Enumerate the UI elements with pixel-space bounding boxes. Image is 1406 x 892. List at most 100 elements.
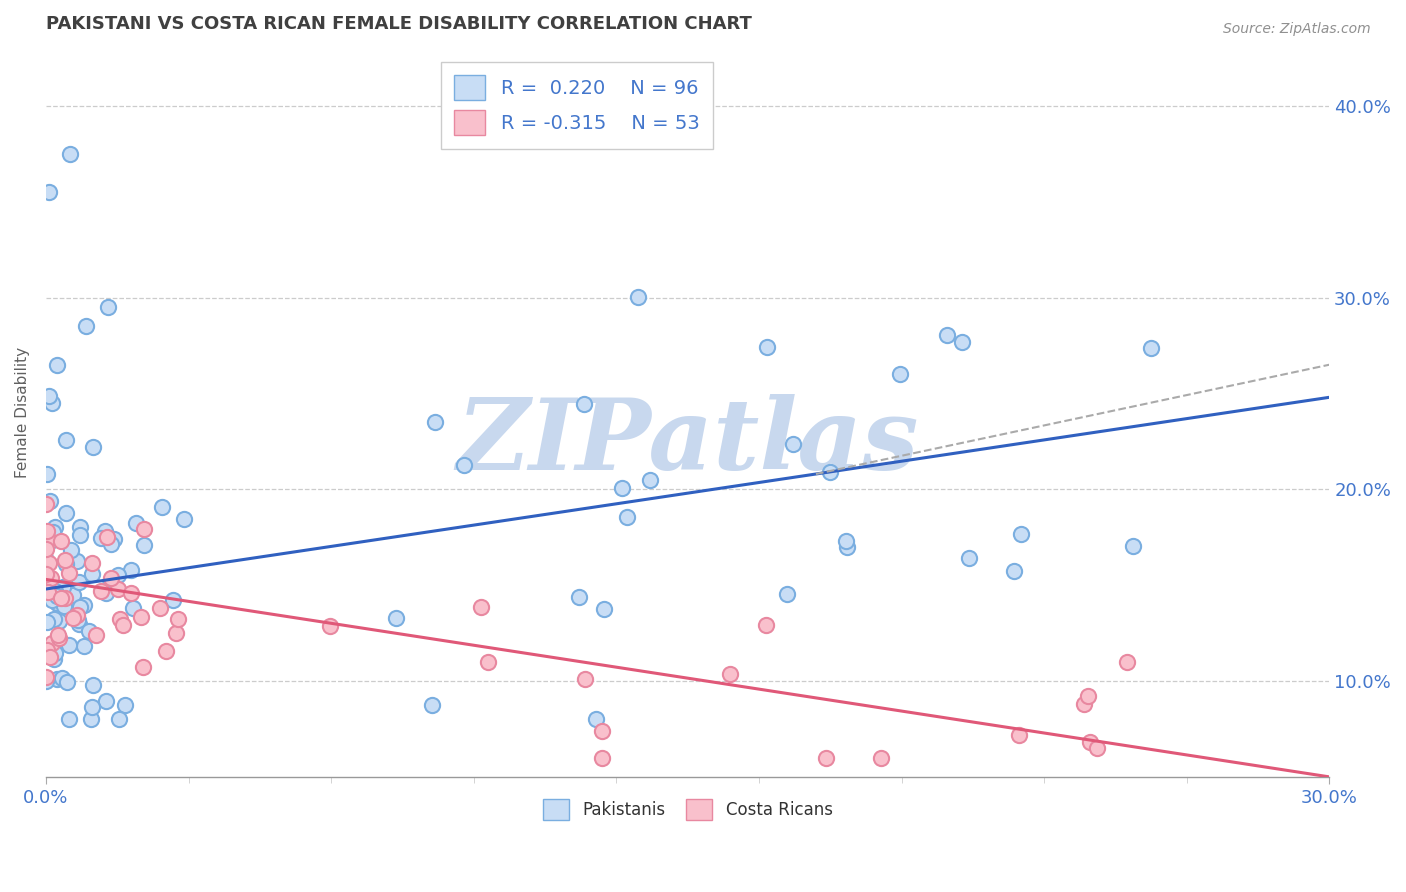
Point (420, 698, 443, 713)
Text: ZIPatlas: ZIPatlas (457, 393, 918, 490)
Point (84, 628, 107, 642)
Text: PAKISTANI VS COSTA RICAN FEMALE DISABILITY CORRELATION CHART: PAKISTANI VS COSTA RICAN FEMALE DISABILI… (46, 15, 752, 33)
Point (1078, 735, 1101, 749)
Point (69, 520, 91, 534)
Point (69, 600, 91, 615)
Point (162, 593, 184, 607)
Point (35, 497, 58, 511)
Point (45, 358, 67, 372)
Point (100, 571, 122, 585)
Point (37, 467, 59, 481)
Point (93, 584, 115, 599)
Point (173, 511, 195, 525)
Point (120, 563, 142, 577)
Point (1116, 656, 1139, 670)
Point (58, 566, 80, 580)
Point (100, 537, 122, 551)
Point (55, 433, 77, 447)
Point (477, 655, 499, 669)
Point (62, 611, 84, 625)
Point (568, 590, 591, 604)
Point (835, 534, 858, 549)
Point (53, 599, 76, 614)
Point (129, 610, 152, 624)
Point (96, 530, 118, 544)
Point (107, 712, 129, 726)
Point (1139, 341, 1161, 355)
Point (94, 693, 117, 707)
Point (48, 614, 70, 628)
Point (125, 516, 148, 530)
Point (45, 589, 67, 603)
Point (572, 397, 595, 411)
Point (754, 618, 776, 632)
Point (121, 601, 143, 615)
Point (41, 636, 63, 650)
Point (41, 593, 63, 607)
Point (756, 340, 779, 354)
Point (67, 616, 90, 631)
Point (149, 601, 172, 615)
Point (35, 674, 58, 689)
Point (35, 566, 58, 581)
Point (38, 389, 60, 403)
Legend: Pakistanis, Costa Ricans: Pakistanis, Costa Ricans (536, 792, 839, 827)
Point (640, 473, 662, 487)
Point (818, 465, 841, 479)
Point (574, 672, 596, 686)
Point (80, 567, 103, 582)
Point (110, 612, 132, 626)
Point (35, 576, 58, 591)
Point (957, 550, 980, 565)
Point (132, 522, 155, 536)
Point (38, 535, 60, 549)
Point (42, 612, 65, 626)
Point (103, 533, 125, 547)
Point (107, 568, 129, 582)
Point (870, 750, 893, 764)
Point (107, 582, 129, 596)
Point (950, 335, 973, 350)
Point (155, 644, 177, 658)
Point (67, 574, 90, 589)
Point (1002, 564, 1025, 578)
Point (55, 557, 77, 571)
Point (150, 500, 173, 514)
Point (935, 328, 957, 343)
Point (38, 650, 60, 665)
Point (44, 520, 66, 534)
Point (80, 699, 103, 714)
Point (35, 615, 58, 629)
Point (1010, 526, 1032, 541)
Point (627, 290, 650, 304)
Point (1073, 698, 1095, 712)
Point (453, 458, 475, 472)
Point (73, 639, 96, 653)
Point (49, 591, 72, 605)
Point (46, 628, 69, 642)
Point (165, 626, 187, 640)
Point (167, 612, 190, 626)
Point (46, 596, 69, 610)
Point (1122, 540, 1144, 554)
Point (37, 524, 59, 539)
Point (35, 541, 58, 556)
Point (585, 712, 607, 726)
Point (46, 673, 69, 687)
Point (48, 631, 70, 645)
Point (44, 584, 66, 599)
Point (90, 583, 112, 598)
Point (59, 147, 82, 161)
Point (44, 646, 66, 660)
Point (319, 619, 342, 633)
Point (94, 524, 117, 538)
Point (75, 319, 97, 334)
Point (51, 671, 73, 685)
Point (62, 588, 84, 602)
Point (37, 584, 59, 599)
Point (385, 611, 408, 625)
Point (776, 586, 799, 600)
Point (814, 750, 837, 764)
Point (97, 580, 120, 594)
Point (591, 723, 613, 738)
